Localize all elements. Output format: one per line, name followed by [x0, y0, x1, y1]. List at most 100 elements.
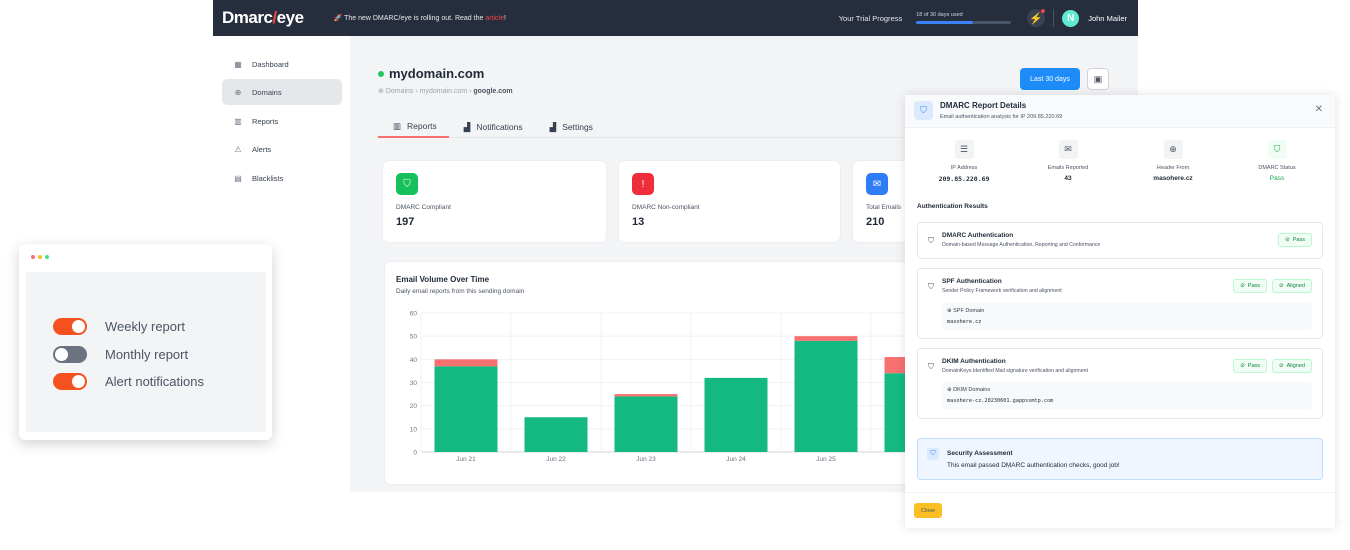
breadcrumb-current: google.com	[473, 88, 513, 95]
modal-header: ⛉ DMARC Report Details Email authenticat…	[905, 95, 1335, 128]
spf-auth-card: ⛉ SPF Authentication Sender Policy Frame…	[917, 268, 1323, 339]
x-tick-label: Jun 23	[636, 456, 656, 463]
user-name[interactable]: John Mailer	[1088, 13, 1127, 23]
pass-badge: ⊘ Pass	[1233, 279, 1268, 293]
page-title-text: mydomain.com	[389, 66, 485, 81]
sidebar-item-domains[interactable]: ⊕ Domains	[222, 79, 342, 105]
pass-badge: ⊘ Pass	[1278, 233, 1312, 247]
bar-noncompliant	[614, 394, 678, 397]
x-tick-label: Jun 21	[456, 456, 476, 463]
logo-slash: /	[272, 8, 277, 27]
close-button[interactable]: Close	[914, 503, 942, 518]
trial-progress-fill	[916, 21, 974, 24]
shield-check-icon: ⛉	[928, 362, 934, 371]
sidebar-item-label: Domains	[252, 87, 282, 97]
chart-title: Email Volume Over Time	[396, 275, 490, 284]
y-tick-label: 20	[410, 403, 418, 410]
shield-icon: ⛉	[928, 236, 934, 245]
globe-icon: ⊕	[1163, 140, 1183, 159]
tab-reports[interactable]: ▥ Reports	[378, 116, 449, 138]
article-link[interactable]: article	[485, 15, 504, 22]
bar-chart-icon: ▥	[234, 116, 242, 126]
auth-title: DKIM Authentication	[942, 358, 1006, 365]
bar-chart-icon: ▟	[463, 121, 471, 132]
info-value: 43	[1064, 175, 1072, 182]
divider	[905, 492, 1335, 493]
logo-text: Dmarc	[222, 8, 273, 27]
auth-desc: DomainKeys Identified Mail signature ver…	[942, 368, 1088, 374]
close-icon[interactable]: ✕	[1314, 104, 1323, 115]
check-circle-icon: ⊘	[1279, 363, 1284, 369]
toggle-label: Alert notifications	[105, 374, 204, 389]
sidebar-item-label: Blacklists	[252, 173, 284, 183]
weekly-report-toggle[interactable]	[53, 318, 87, 335]
bar-compliant	[794, 340, 858, 452]
status-dot	[378, 70, 384, 77]
alert-notifications-toggle[interactable]	[53, 373, 87, 390]
chart-card: Email Volume Over Time Daily email repor…	[385, 262, 1005, 484]
badge-text: Pass	[1292, 237, 1305, 243]
modal-subtitle: Email authentication analysis for IP 209…	[940, 114, 1063, 120]
breadcrumb-mydomain[interactable]: mydomain.com	[419, 88, 468, 95]
page-title: mydomain.com	[378, 66, 484, 81]
report-details-modal: ⛉ DMARC Report Details Email authenticat…	[905, 95, 1335, 528]
shield-icon: ⛉	[914, 101, 933, 120]
sidebar-item-dashboard[interactable]: ▦ Dashboard	[222, 51, 342, 77]
sidebar-item-blacklists[interactable]: ▤ Blacklists	[222, 165, 342, 191]
breadcrumb-domains[interactable]: Domains	[385, 88, 414, 95]
date-range-button[interactable]: Last 30 days	[1020, 68, 1080, 90]
window-controls	[31, 255, 49, 259]
logo[interactable]: Dmarc/eye	[222, 8, 304, 28]
server-icon: ☰	[954, 140, 974, 159]
grid-icon: ▦	[234, 59, 242, 69]
toggle-label: Monthly report	[105, 347, 189, 362]
sidebar-item-label: Alerts	[252, 144, 272, 154]
info-value: 209.85.220.69	[938, 175, 990, 183]
aligned-badge: ⊘ Aligned	[1272, 279, 1312, 293]
security-text: This email passed DMARC authentication c…	[947, 462, 1120, 469]
x-tick-label: Jun 24	[726, 456, 746, 463]
bolt-icon[interactable]: ⚡	[1027, 9, 1046, 27]
tab-settings[interactable]: ▟ Settings	[535, 116, 605, 138]
globe-icon: ⊕	[234, 87, 242, 97]
info-dmarc-status: ⛉ DMARC Status Pass	[1227, 140, 1327, 182]
tab-notifications[interactable]: ▟ Notifications	[449, 116, 535, 138]
sidebar-item-reports[interactable]: ▥ Reports	[222, 108, 342, 134]
calendar-icon[interactable]: ▣	[1087, 68, 1109, 90]
info-label: IP Address	[950, 165, 978, 171]
dkim-domain-value: masohere-cz.20230601.gappssmtp.com	[947, 398, 1054, 404]
stat-value: 197	[396, 216, 415, 228]
spf-domain-value: masohere.cz	[947, 319, 982, 325]
bar-compliant	[704, 377, 768, 452]
spf-domain-label: ⊕ SPF Domain	[947, 308, 985, 314]
dkim-domain-label: ⊕ DKIM Domains	[947, 387, 991, 393]
dmarc-auth-card: ⛉ DMARC Authentication Domain-based Mess…	[917, 222, 1323, 259]
label-text: DKIM Domains	[953, 387, 991, 393]
announcement-text: 🚀 The new DMARC/eye is rolling out. Read…	[333, 15, 486, 22]
announcement: 🚀 The new DMARC/eye is rolling out. Read…	[334, 14, 506, 22]
stat-label: DMARC Non-compliant	[632, 204, 700, 211]
trial-progress: 18 of 30 days used	[916, 12, 1012, 24]
stat-label: Total Emails	[866, 204, 902, 211]
tab-label: Reports	[407, 121, 437, 131]
info-value: Pass	[1269, 175, 1285, 182]
toggle-label: Weekly report	[105, 319, 185, 334]
info-value: masohere.cz	[1153, 175, 1193, 182]
stat-card-noncompliant: ! DMARC Non-compliant 13	[619, 161, 840, 242]
auth-desc: Domain-based Message Authentication, Rep…	[942, 242, 1101, 248]
check-circle-icon: ⊘	[1285, 237, 1290, 243]
sidebar-item-alerts[interactable]: ⚠ Alerts	[222, 136, 342, 162]
security-title: Security Assessment	[947, 450, 1013, 457]
trial-label: Your Trial Progress	[838, 13, 903, 23]
mail-icon: ✉	[1058, 140, 1078, 159]
avatar[interactable]: N	[1062, 9, 1080, 27]
modal-title: DMARC Report Details	[940, 101, 1027, 110]
logo-text-2: eye	[276, 8, 304, 27]
info-label: Emails Reported	[1047, 165, 1089, 171]
bar-compliant	[524, 417, 588, 452]
sidebar-item-label: Dashboard	[252, 59, 289, 69]
dkim-domain-box: ⊕ DKIM Domains masohere-cz.20230601.gapps…	[942, 382, 1312, 409]
stat-value: 13	[632, 216, 645, 228]
monthly-report-toggle[interactable]	[53, 346, 87, 363]
security-assessment: ⛉ Security Assessment This email passed …	[917, 438, 1323, 480]
